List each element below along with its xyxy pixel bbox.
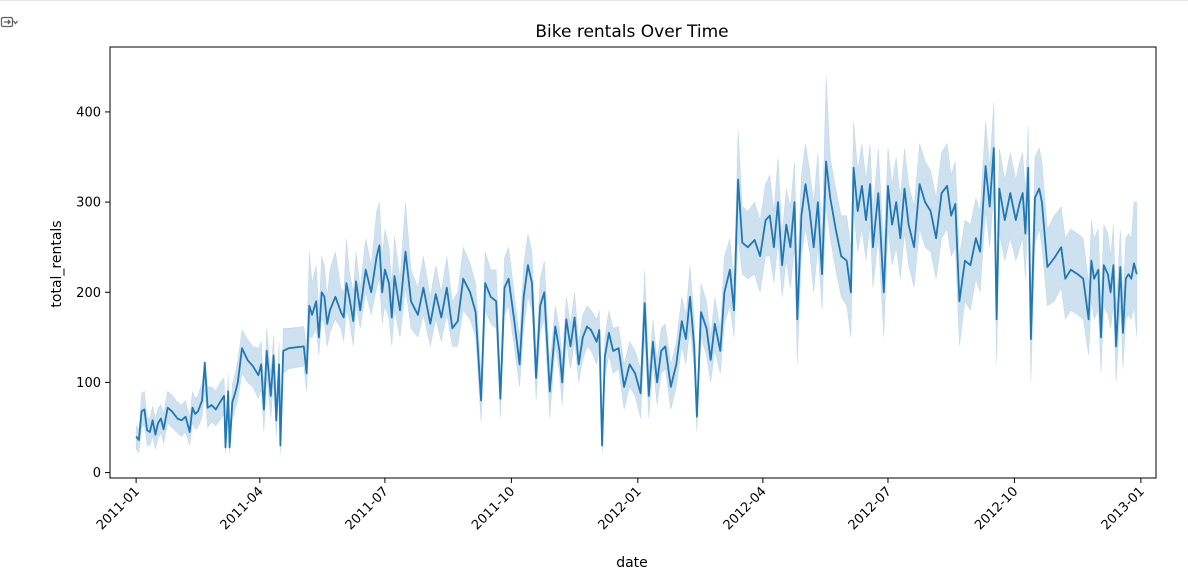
x-tick-label: 2011-10 xyxy=(469,484,518,533)
plot-area xyxy=(135,75,1138,455)
chart-title: Bike rentals Over Time xyxy=(535,22,728,42)
x-tick-label: 2012-07 xyxy=(846,484,895,533)
confidence-band xyxy=(135,75,1138,455)
x-tick-label: 2012-01 xyxy=(596,484,645,533)
y-axis: 0 100 200 300 400 xyxy=(76,105,110,481)
x-tick-label: 2011-01 xyxy=(94,484,143,533)
x-tick-label: 2011-04 xyxy=(218,484,267,533)
collapse-output-icon[interactable] xyxy=(0,13,18,31)
x-tick-label: 2011-07 xyxy=(343,484,392,533)
x-tick-label: 2013-01 xyxy=(1099,484,1148,533)
x-tick-label: 2012-10 xyxy=(972,484,1021,533)
plot-frame xyxy=(109,46,1157,479)
y-axis-label: total_rentals xyxy=(49,220,65,307)
y-tick-label: 400 xyxy=(76,105,101,120)
x-axis: 2011-01 2011-04 2011-07 2011-10 2012-01 2012-… xyxy=(94,478,1148,533)
notebook-top-border xyxy=(0,0,1188,1)
y-tick-label: 100 xyxy=(76,376,101,391)
x-axis-label: date xyxy=(616,555,648,571)
series-line xyxy=(135,147,1138,449)
y-tick-label: 200 xyxy=(76,286,101,301)
y-tick-label: 0 xyxy=(93,466,101,481)
x-tick-label: 2012-04 xyxy=(721,484,770,533)
y-tick-label: 300 xyxy=(76,196,101,211)
